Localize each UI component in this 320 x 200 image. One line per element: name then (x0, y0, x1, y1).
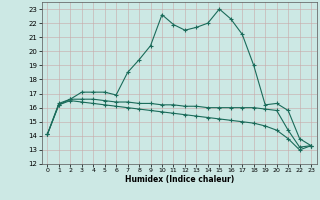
X-axis label: Humidex (Indice chaleur): Humidex (Indice chaleur) (124, 175, 234, 184)
